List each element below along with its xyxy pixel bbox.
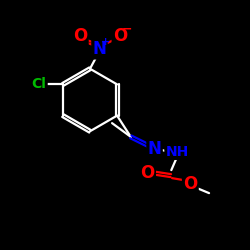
Text: O: O	[73, 27, 88, 45]
Text: N: N	[148, 140, 162, 158]
Text: NH: NH	[166, 145, 189, 159]
Text: N: N	[92, 40, 106, 58]
Text: +: +	[101, 37, 110, 47]
Text: O: O	[113, 27, 127, 45]
Text: −: −	[122, 23, 132, 36]
Text: O: O	[140, 164, 155, 182]
Text: Cl: Cl	[32, 78, 46, 91]
Text: O: O	[183, 176, 198, 194]
